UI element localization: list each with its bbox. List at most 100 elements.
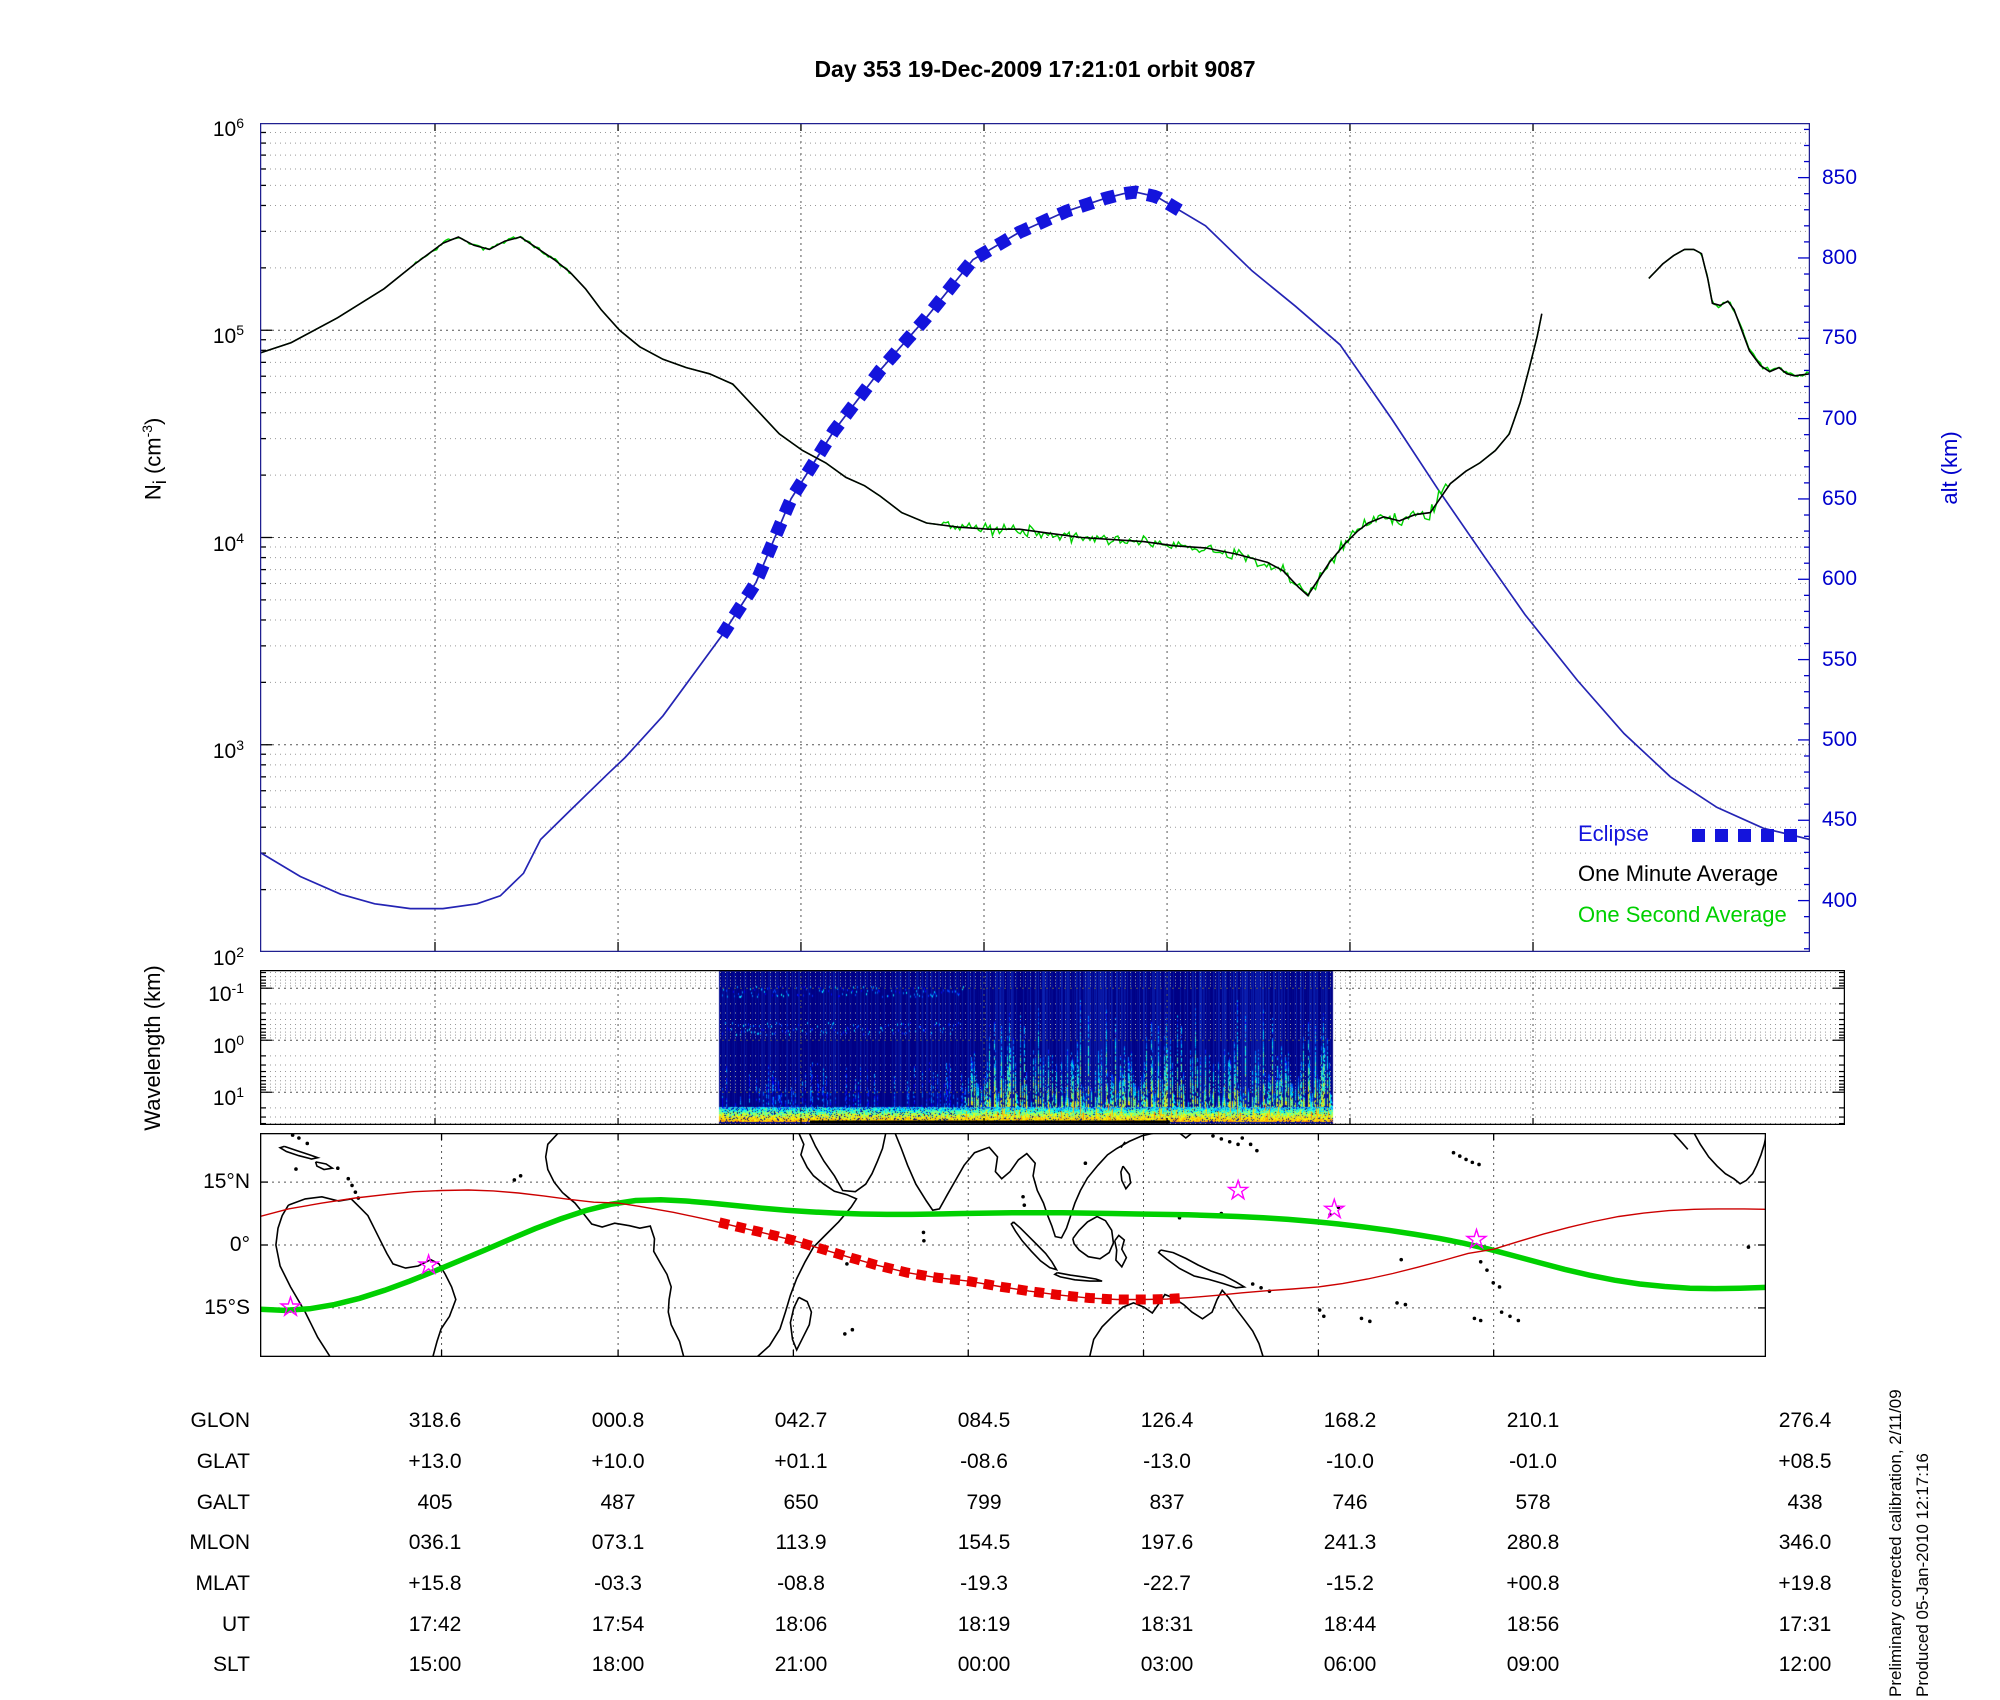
legend-one-second-label: One Second Average [1578, 902, 1787, 927]
table-cell: 154.5 [957, 1531, 1011, 1554]
ground-station-star [416, 1252, 441, 1276]
island-dot [1259, 1285, 1263, 1290]
island-dot [305, 1141, 310, 1146]
table-cell: 03:00 [1140, 1653, 1194, 1676]
coastline [1179, 1133, 1193, 1140]
coastline [1088, 1288, 1264, 1357]
table-cell: +00.8 [1506, 1572, 1560, 1595]
ground-station-star [1322, 1197, 1346, 1220]
coastline [1072, 1215, 1115, 1260]
island-dot [1508, 1314, 1512, 1319]
table-cell: 21:00 [774, 1653, 828, 1676]
island-dot [336, 1166, 340, 1171]
island-dot [1317, 1308, 1322, 1312]
wavelength-tick-label: 101 [212, 1084, 244, 1111]
panel-box [260, 123, 1810, 952]
island-dot [1255, 1148, 1259, 1153]
table-cell: 487 [600, 1491, 636, 1514]
alt-tick-label: 450 [1822, 808, 1858, 832]
island-dot [350, 1183, 354, 1188]
coastline [894, 1133, 1155, 1239]
island-dot [1250, 1282, 1255, 1286]
island-dot [518, 1173, 523, 1178]
wavelength-tick-label: 100 [212, 1032, 244, 1059]
map-lat-label: 15°N [203, 1170, 250, 1194]
island-dot [850, 1327, 855, 1332]
table-cell: -22.7 [1143, 1572, 1191, 1595]
island-dot [1399, 1257, 1404, 1262]
table-cell: 280.8 [1506, 1531, 1560, 1554]
wavelength-tick-label: 10-1 [208, 980, 244, 1007]
table-cell: 15:00 [408, 1653, 462, 1676]
ground-track-line [260, 1189, 1766, 1301]
island-dot [1485, 1268, 1489, 1272]
island-dot [922, 1239, 926, 1243]
table-cell: 405 [417, 1491, 453, 1514]
table-cell: 17:31 [1778, 1613, 1832, 1636]
table-cell: 084.5 [957, 1409, 1011, 1432]
table-cell: -15.2 [1326, 1572, 1374, 1595]
one-minute-average-line [1648, 248, 1810, 377]
legend-one-minute-label: One Minute Average [1578, 861, 1779, 886]
table-cell: 318.6 [408, 1409, 462, 1432]
alt-tick-label: 550 [1822, 647, 1858, 671]
ni-tick-label: 103 [212, 736, 244, 763]
coastline [275, 1195, 457, 1357]
island-dot [353, 1190, 358, 1194]
table-row-label: GALT [196, 1491, 250, 1514]
table-row-label: GLON [190, 1409, 250, 1432]
table-cell: 746 [1332, 1491, 1368, 1514]
coastline [1672, 1133, 1689, 1150]
table-cell: 042.7 [774, 1409, 828, 1432]
legend-eclipse-dash-sample [1692, 829, 1804, 842]
island-dot [1240, 1136, 1245, 1140]
legend-eclipse-row: Eclipse [1578, 821, 1649, 847]
table-cell: 113.9 [775, 1531, 827, 1554]
alt-tick-label: 600 [1822, 567, 1858, 591]
table-row-label: MLAT [195, 1572, 250, 1595]
island-dot [512, 1178, 517, 1182]
coastline [278, 1145, 321, 1160]
island-dot [1403, 1302, 1408, 1307]
island-dot [297, 1136, 301, 1140]
island-dot [1227, 1140, 1232, 1144]
island-dot [1499, 1310, 1504, 1314]
island-dot [845, 1262, 849, 1266]
alt-tick-label: 700 [1822, 406, 1858, 430]
island-dot [1451, 1150, 1456, 1155]
ground-track-map-panel [260, 1133, 1766, 1357]
island-dot [1395, 1301, 1399, 1305]
calibration-note: Preliminary corrected calibration, 2/11/… [1886, 1389, 1905, 1697]
island-dot [1477, 1162, 1481, 1167]
table-cell: -08.8 [777, 1572, 825, 1595]
ni-tick-label: 102 [212, 944, 244, 970]
island-dot [1083, 1161, 1088, 1166]
island-dot [1236, 1142, 1240, 1147]
table-cell: +15.8 [408, 1572, 462, 1595]
island-dot [1368, 1319, 1372, 1324]
table-cell: +13.0 [408, 1450, 462, 1473]
wavelength-spectrogram-panel [260, 970, 1845, 1125]
eclipse-orbit-segment [716, 185, 1191, 640]
magnetic-equator-line [260, 1196, 1766, 1314]
table-cell: -10.0 [1326, 1450, 1374, 1473]
ni-tick-label: 104 [212, 529, 244, 556]
ni-tick-label: 105 [212, 322, 244, 349]
panel-box [260, 970, 1845, 1125]
table-cell: 18:00 [591, 1653, 645, 1676]
ni-label-sub: i [148, 480, 170, 485]
table-cell: 197.6 [1140, 1531, 1194, 1554]
panel-box [260, 1133, 1766, 1357]
alt-tick-label: 850 [1822, 165, 1858, 189]
table-cell: 799 [966, 1491, 1002, 1514]
one-second-average-line [1648, 248, 1810, 378]
island-dot [921, 1230, 926, 1235]
alt-tick-label: 750 [1822, 326, 1858, 350]
table-cell: 241.3 [1323, 1531, 1377, 1554]
table-cell: 18:56 [1506, 1613, 1560, 1636]
table-cell: 12:00 [1778, 1653, 1832, 1676]
alt-tick-label: 500 [1822, 727, 1858, 751]
island-dot [1516, 1318, 1521, 1323]
alt-axis-label: alt (km) [1937, 431, 1962, 505]
table-cell: 000.8 [591, 1409, 645, 1432]
